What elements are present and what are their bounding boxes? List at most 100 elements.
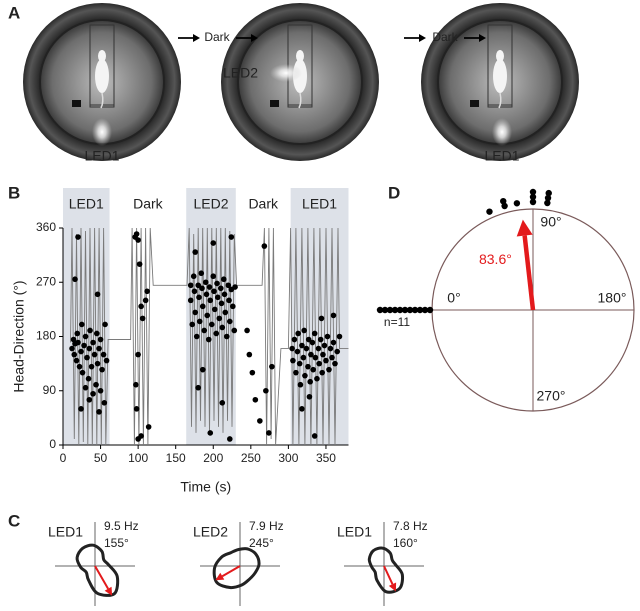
phase-label: Dark: [248, 196, 279, 212]
y-tick-label: 180: [36, 329, 56, 343]
data-point: [318, 315, 325, 322]
data-point: [196, 294, 202, 301]
data-point: [308, 351, 314, 358]
data-point: [196, 318, 203, 325]
data-point: [319, 369, 326, 376]
data-point: [78, 321, 85, 328]
data-point: [263, 387, 269, 394]
data-point: [305, 363, 311, 370]
data-point: [311, 330, 318, 337]
data-point: [97, 387, 104, 394]
data-point: [269, 363, 275, 370]
data-point: [139, 315, 146, 322]
data-point: [501, 202, 508, 210]
data-point: [82, 384, 89, 391]
data-point: [192, 309, 199, 316]
data-point: [220, 276, 227, 283]
panel-label: B: [8, 183, 20, 202]
data-point: [199, 285, 205, 292]
direction-arrow-head: [388, 582, 397, 592]
data-point: [303, 345, 310, 352]
data-point: [142, 297, 149, 304]
data-point: [426, 306, 434, 314]
data-point: [291, 336, 298, 343]
data-point: [332, 360, 338, 367]
data-point: [329, 354, 335, 361]
direction-arrow-head: [104, 586, 113, 596]
data-point: [252, 396, 259, 403]
data-point: [201, 327, 208, 334]
data-point: [96, 409, 102, 415]
y-tick-label: 0: [49, 437, 56, 451]
data-point: [136, 261, 143, 267]
data-point: [135, 351, 141, 358]
data-point: [213, 330, 220, 337]
mean-label: 83.6°: [479, 251, 512, 267]
data-point: [376, 306, 384, 314]
led-glow: [92, 118, 112, 146]
mean-arrow-head: [516, 219, 533, 237]
data-point: [90, 339, 96, 346]
data-point: [334, 348, 341, 355]
data-point: [529, 193, 537, 201]
data-point: [216, 315, 223, 322]
panel-label: D: [388, 183, 400, 202]
data-point: [219, 324, 226, 331]
data-point: [311, 433, 318, 439]
phase-label: LED1: [302, 196, 337, 212]
data-point: [312, 354, 319, 361]
data-point: [218, 300, 225, 307]
data-point: [529, 188, 537, 196]
data-point: [71, 351, 78, 358]
data-point: [293, 369, 299, 376]
data-point: [486, 208, 493, 215]
data-point: [97, 336, 104, 343]
data-point: [102, 321, 108, 328]
data-point: [306, 393, 313, 400]
mean-arrow: [522, 235, 536, 311]
direction-arrow: [221, 565, 241, 578]
y-tick-label: 270: [36, 274, 56, 288]
count-label: n=11: [384, 315, 410, 329]
data-point: [231, 327, 238, 334]
data-point: [214, 280, 220, 287]
data-point: [316, 360, 322, 367]
data-point: [386, 306, 394, 314]
data-point: [324, 333, 331, 340]
data-point: [219, 400, 226, 406]
data-point: [195, 282, 202, 289]
data-point: [228, 234, 235, 240]
data-point: [205, 336, 212, 343]
data-point: [144, 288, 150, 295]
data-point: [87, 327, 93, 334]
data-point: [207, 430, 214, 436]
polar-tick-label: 270°: [537, 388, 566, 404]
data-point: [513, 200, 521, 207]
data-point: [294, 348, 301, 355]
y-tick-label: 90: [43, 383, 57, 397]
data-point: [317, 336, 324, 343]
direction-arrow: [94, 565, 109, 590]
data-point: [381, 306, 389, 314]
data-point: [94, 291, 101, 298]
data-point: [229, 303, 236, 310]
data-point: [232, 284, 238, 290]
x-tick-label: 50: [94, 451, 108, 465]
polar-tick-label: 0°: [447, 290, 460, 306]
rate-curve: [212, 547, 261, 590]
data-point: [302, 372, 308, 379]
data-point: [103, 357, 110, 364]
data-point: [203, 291, 210, 298]
y-tick-label: 360: [36, 220, 56, 234]
data-point: [330, 312, 337, 319]
data-point: [244, 327, 250, 334]
data-point: [396, 306, 404, 314]
data-point: [315, 345, 322, 352]
data-point: [211, 306, 218, 313]
data-point: [133, 231, 140, 237]
data-point: [300, 354, 307, 361]
arena-image: [220, 2, 380, 162]
data-point: [295, 330, 301, 337]
data-point: [225, 282, 232, 289]
